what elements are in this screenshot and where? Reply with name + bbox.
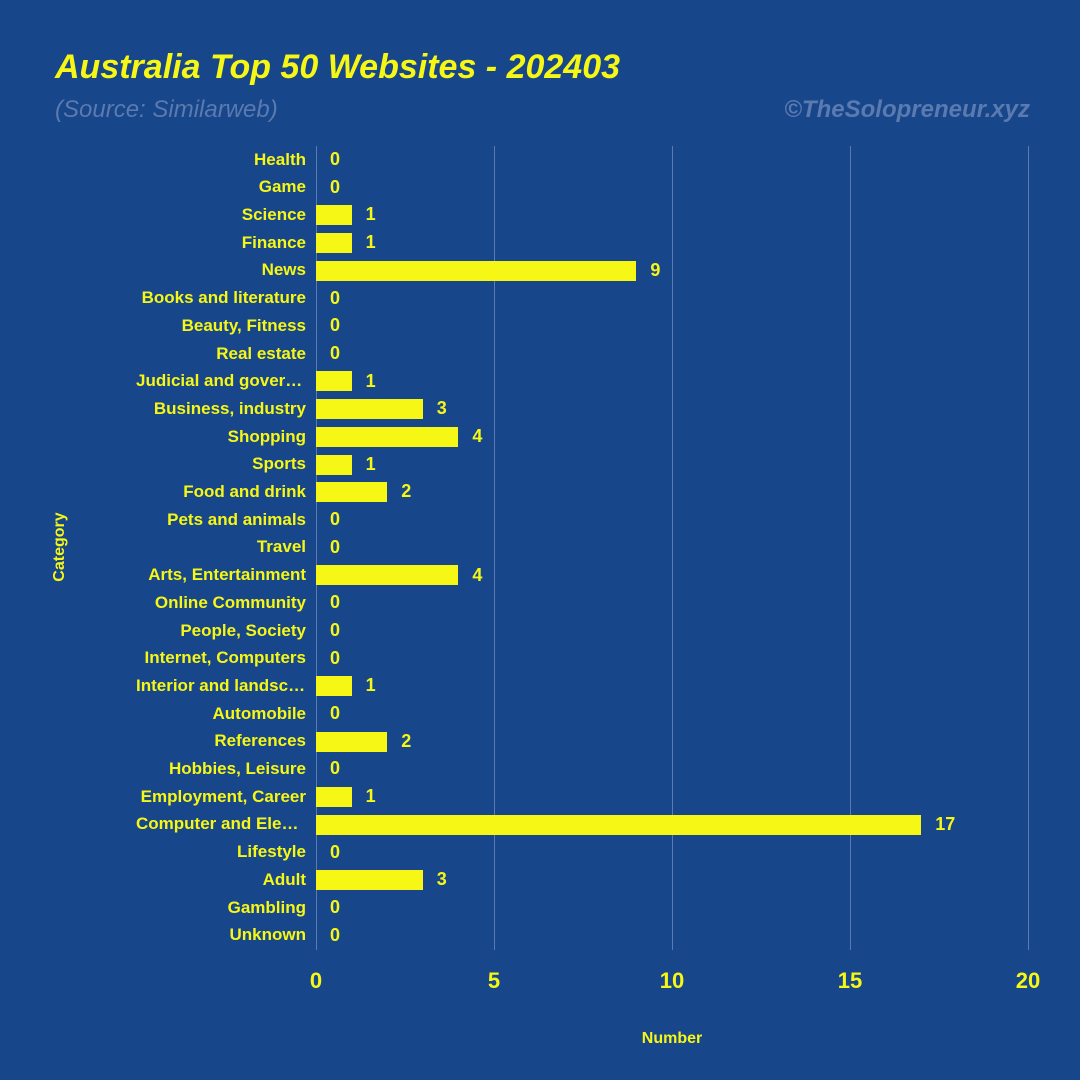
category-label: Adult <box>136 870 306 890</box>
category-label: Food and drink <box>136 482 306 502</box>
category-label: Hobbies, Leisure <box>136 759 306 779</box>
category-label: Arts, Entertainment <box>136 565 306 585</box>
value-label: 0 <box>330 177 340 198</box>
chart-copyright: ©TheSolopreneur.xyz <box>784 96 1030 124</box>
value-label: 0 <box>330 758 340 779</box>
value-label: 0 <box>330 343 340 364</box>
bar <box>316 787 352 807</box>
bar <box>316 205 352 225</box>
value-label: 2 <box>401 481 411 502</box>
x-tick-label: 10 <box>642 968 702 994</box>
value-label: 0 <box>330 648 340 669</box>
value-label: 4 <box>472 426 482 447</box>
value-label: 0 <box>330 509 340 530</box>
bar <box>316 815 921 835</box>
x-tick-label: 5 <box>464 968 524 994</box>
category-label: Computer and Electronics <box>136 814 306 834</box>
category-label: Real estate <box>136 344 306 364</box>
category-label: Unknown <box>136 925 306 945</box>
category-label: Online Community <box>136 593 306 613</box>
bar <box>316 371 352 391</box>
value-label: 3 <box>437 398 447 419</box>
category-label: Lifestyle <box>136 842 306 862</box>
value-label: 1 <box>366 371 376 392</box>
bar <box>316 427 458 447</box>
value-label: 1 <box>366 786 376 807</box>
value-label: 1 <box>366 232 376 253</box>
chart-container: Australia Top 50 Websites - 202403 (Sourc… <box>0 0 1080 1080</box>
category-label: Game <box>136 177 306 197</box>
x-axis-label: Number <box>316 1030 1028 1048</box>
category-label: References <box>136 731 306 751</box>
category-label: Beauty, Fitness <box>136 316 306 336</box>
value-label: 3 <box>437 869 447 890</box>
category-label: Business, industry <box>136 399 306 419</box>
value-label: 2 <box>401 731 411 752</box>
category-label: Science <box>136 205 306 225</box>
value-label: 0 <box>330 537 340 558</box>
value-label: 4 <box>472 565 482 586</box>
value-label: 0 <box>330 288 340 309</box>
category-label: Books and literature <box>136 288 306 308</box>
bar <box>316 261 636 281</box>
category-label: Health <box>136 150 306 170</box>
plot-area <box>316 146 1028 950</box>
value-label: 9 <box>650 260 660 281</box>
value-label: 0 <box>330 620 340 641</box>
value-label: 1 <box>366 204 376 225</box>
y-axis-label: Category <box>51 497 69 597</box>
bar <box>316 482 387 502</box>
value-label: 0 <box>330 703 340 724</box>
category-label: Judicial and government <box>136 371 306 391</box>
value-label: 0 <box>330 842 340 863</box>
bar <box>316 233 352 253</box>
bar <box>316 870 423 890</box>
category-label: Gambling <box>136 898 306 918</box>
bar <box>316 732 387 752</box>
value-label: 0 <box>330 925 340 946</box>
bar <box>316 565 458 585</box>
chart-subtitle: (Source: Similarweb) <box>55 96 278 124</box>
value-label: 0 <box>330 315 340 336</box>
x-tick-label: 0 <box>286 968 346 994</box>
category-label: Travel <box>136 537 306 557</box>
chart-title: Australia Top 50 Websites - 202403 <box>55 48 620 87</box>
category-label: Automobile <box>136 704 306 724</box>
x-tick-label: 20 <box>998 968 1058 994</box>
category-label: Interior and landscape <box>136 676 306 696</box>
category-label: People, Society <box>136 621 306 641</box>
category-label: Employment, Career <box>136 787 306 807</box>
value-label: 17 <box>935 814 955 835</box>
category-label: News <box>136 260 306 280</box>
bar <box>316 399 423 419</box>
category-label: Internet, Computers <box>136 648 306 668</box>
category-label: Sports <box>136 454 306 474</box>
value-label: 0 <box>330 149 340 170</box>
category-label: Pets and animals <box>136 510 306 530</box>
value-label: 0 <box>330 592 340 613</box>
category-label: Shopping <box>136 427 306 447</box>
x-tick-label: 15 <box>820 968 880 994</box>
bar <box>316 676 352 696</box>
value-label: 1 <box>366 454 376 475</box>
bar <box>316 455 352 475</box>
value-label: 1 <box>366 675 376 696</box>
gridline <box>1028 146 1029 950</box>
category-label: Finance <box>136 233 306 253</box>
value-label: 0 <box>330 897 340 918</box>
